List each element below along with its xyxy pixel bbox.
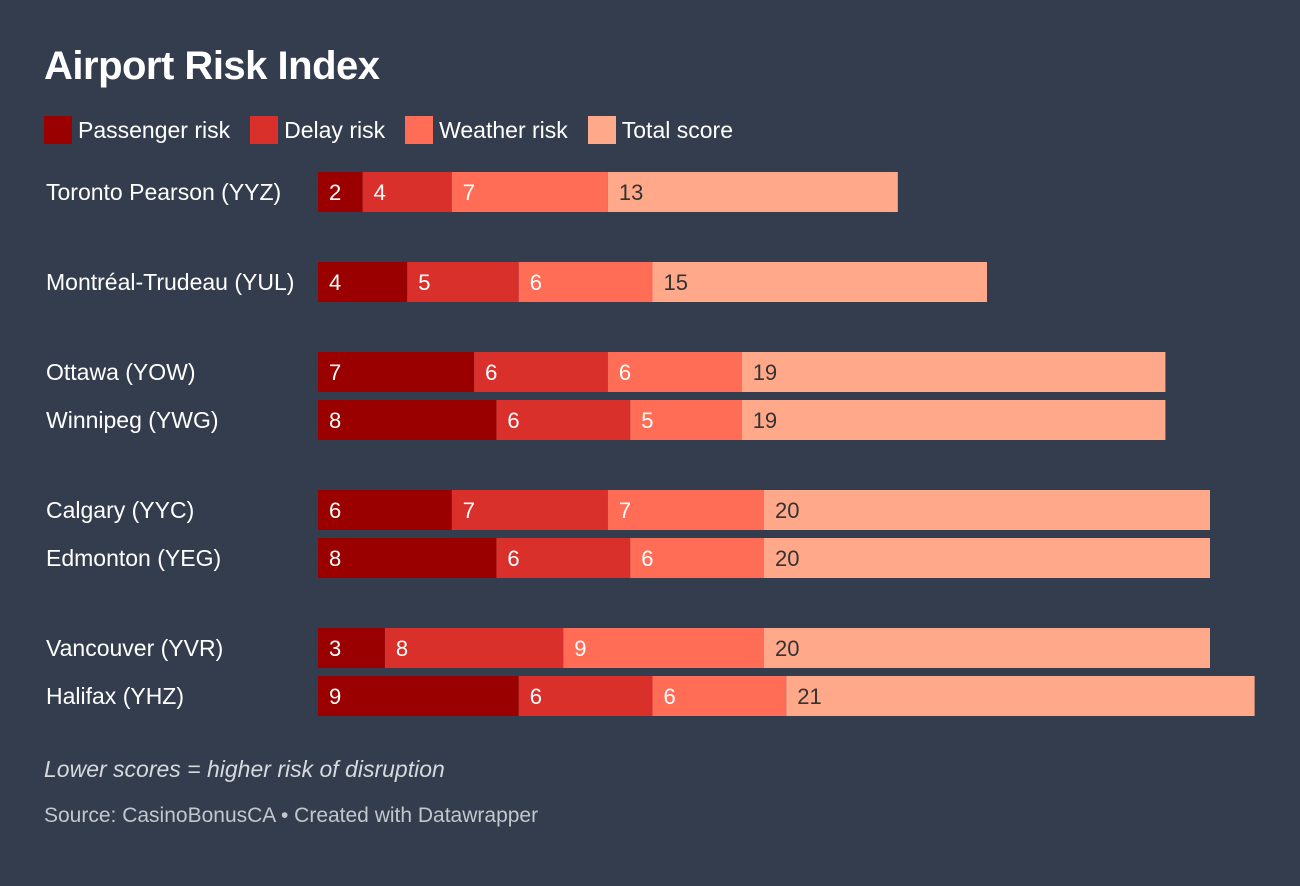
bar-label-weather-risk-vancouver-yvr: 9 (574, 636, 586, 661)
legend-label-passenger-risk: Passenger risk (78, 116, 231, 143)
bar-label-passenger-risk-montr-al-trudeau-yul: 4 (329, 270, 341, 295)
legend-item-passenger-risk: Passenger risk (44, 116, 230, 144)
bar-delay-risk-calgary-yyc (451, 490, 608, 530)
legend-swatch-delay-risk (250, 116, 279, 144)
legend-swatch-total-score (587, 116, 616, 144)
bar-passenger-risk-winnipeg-ywg (318, 400, 497, 440)
bar-label-delay-risk-edmonton-yeg: 6 (507, 546, 519, 571)
bar-label-weather-risk-montr-al-trudeau-yul: 6 (530, 270, 542, 295)
bar-label-weather-risk-calgary-yyc: 7 (619, 498, 631, 523)
legend-item-total-score: Total score (587, 116, 733, 144)
chart-title: Airport Risk Index (44, 44, 380, 88)
bar-label-delay-risk-montr-al-trudeau-yul: 5 (418, 270, 430, 295)
row-label-calgary-yyc: Calgary (YYC) (46, 497, 194, 523)
legend-swatch-weather-risk (405, 116, 434, 144)
bar-delay-risk-winnipeg-ywg (496, 400, 631, 440)
legend-label-delay-risk: Delay risk (284, 116, 386, 143)
bar-delay-risk-halifax-yhz (518, 676, 653, 716)
row-label-edmonton-yeg: Edmonton (YEG) (46, 545, 221, 571)
legend-item-delay-risk: Delay risk (250, 116, 385, 144)
row-label-montr-al-trudeau-yul: Montréal-Trudeau (YUL) (46, 269, 294, 295)
row-label-ottawa-yow: Ottawa (YOW) (46, 359, 196, 385)
bar-weather-risk-edmonton-yeg (630, 538, 764, 578)
row-label-winnipeg-ywg: Winnipeg (YWG) (46, 407, 219, 433)
bar-weather-risk-calgary-yyc (607, 490, 764, 530)
bar-delay-risk-montr-al-trudeau-yul (407, 262, 519, 302)
chart-note: Lower scores = higher risk of disruption (44, 756, 445, 782)
bar-label-weather-risk-toronto-pearson-yyz: 7 (463, 180, 475, 205)
bar-label-weather-risk-edmonton-yeg: 6 (641, 546, 653, 571)
bar-weather-risk-ottawa-yow (607, 352, 742, 392)
bar-total-score-edmonton-yeg (764, 538, 1210, 578)
bar-label-total-score-edmonton-yeg: 20 (775, 546, 799, 571)
bar-label-total-score-ottawa-yow: 19 (753, 360, 777, 385)
bar-total-score-ottawa-yow (741, 352, 1166, 392)
row-label-vancouver-yvr: Vancouver (YVR) (46, 635, 223, 661)
bar-label-passenger-risk-vancouver-yvr: 3 (329, 636, 341, 661)
bar-label-total-score-winnipeg-ywg: 19 (753, 408, 777, 433)
bar-label-passenger-risk-edmonton-yeg: 8 (329, 546, 341, 571)
bar-total-score-toronto-pearson-yyz (607, 172, 898, 212)
bar-total-score-halifax-yhz (786, 676, 1255, 716)
bar-total-score-montr-al-trudeau-yul (652, 262, 987, 302)
bar-label-delay-risk-calgary-yyc: 7 (463, 498, 475, 523)
bar-passenger-risk-ottawa-yow (318, 352, 475, 392)
bar-passenger-risk-toronto-pearson-yyz (318, 172, 363, 212)
legend-label-weather-risk: Weather risk (439, 116, 568, 143)
row-label-toronto-pearson-yyz: Toronto Pearson (YYZ) (46, 179, 281, 205)
bar-weather-risk-montr-al-trudeau-yul (518, 262, 653, 302)
bar-label-total-score-toronto-pearson-yyz: 13 (619, 180, 643, 205)
legend-swatch-passenger-risk (44, 116, 72, 144)
bar-passenger-risk-calgary-yyc (318, 490, 452, 530)
bar-label-weather-risk-halifax-yhz: 6 (664, 684, 676, 709)
bar-weather-risk-halifax-yhz (652, 676, 787, 716)
bar-passenger-risk-halifax-yhz (318, 676, 519, 716)
bar-passenger-risk-montr-al-trudeau-yul (318, 262, 408, 302)
legend-label-total-score: Total score (621, 116, 733, 143)
bar-label-total-score-calgary-yyc: 20 (775, 498, 799, 523)
bar-label-passenger-risk-calgary-yyc: 6 (329, 498, 341, 523)
bar-label-total-score-vancouver-yvr: 20 (775, 636, 799, 661)
bar-total-score-calgary-yyc (764, 490, 1210, 530)
bar-label-weather-risk-ottawa-yow: 6 (619, 360, 631, 385)
bar-weather-risk-vancouver-yvr (563, 628, 764, 668)
bar-total-score-vancouver-yvr (764, 628, 1210, 668)
bar-label-total-score-halifax-yhz: 21 (797, 684, 821, 709)
bar-total-score-winnipeg-ywg (741, 400, 1166, 440)
bar-label-passenger-risk-halifax-yhz: 9 (329, 684, 341, 709)
bar-label-delay-risk-ottawa-yow: 6 (485, 360, 497, 385)
bar-delay-risk-vancouver-yvr (384, 628, 564, 668)
bar-label-delay-risk-winnipeg-ywg: 6 (507, 408, 519, 433)
bar-passenger-risk-edmonton-yeg (318, 538, 497, 578)
chart-source: Source: CasinoBonusCA • Created with Dat… (44, 804, 539, 827)
bar-passenger-risk-vancouver-yvr (318, 628, 385, 668)
bar-weather-risk-toronto-pearson-yyz (451, 172, 608, 212)
bar-label-passenger-risk-winnipeg-ywg: 8 (329, 408, 341, 433)
bar-label-delay-risk-toronto-pearson-yyz: 4 (374, 180, 386, 205)
bar-label-passenger-risk-toronto-pearson-yyz: 2 (329, 180, 341, 205)
bar-label-passenger-risk-ottawa-yow: 7 (329, 360, 341, 385)
row-label-halifax-yhz: Halifax (YHZ) (46, 683, 184, 709)
bar-label-delay-risk-halifax-yhz: 6 (530, 684, 542, 709)
legend: Passenger risk Delay risk Weather risk T… (44, 116, 753, 144)
bar-label-delay-risk-vancouver-yvr: 8 (396, 636, 408, 661)
bar-label-weather-risk-winnipeg-ywg: 5 (641, 408, 653, 433)
bar-label-total-score-montr-al-trudeau-yul: 15 (664, 270, 688, 295)
bar-weather-risk-winnipeg-ywg (630, 400, 742, 440)
bar-delay-risk-edmonton-yeg (496, 538, 631, 578)
bar-delay-risk-toronto-pearson-yyz (362, 172, 452, 212)
legend-item-weather-risk: Weather risk (405, 116, 568, 144)
bar-delay-risk-ottawa-yow (474, 352, 608, 392)
